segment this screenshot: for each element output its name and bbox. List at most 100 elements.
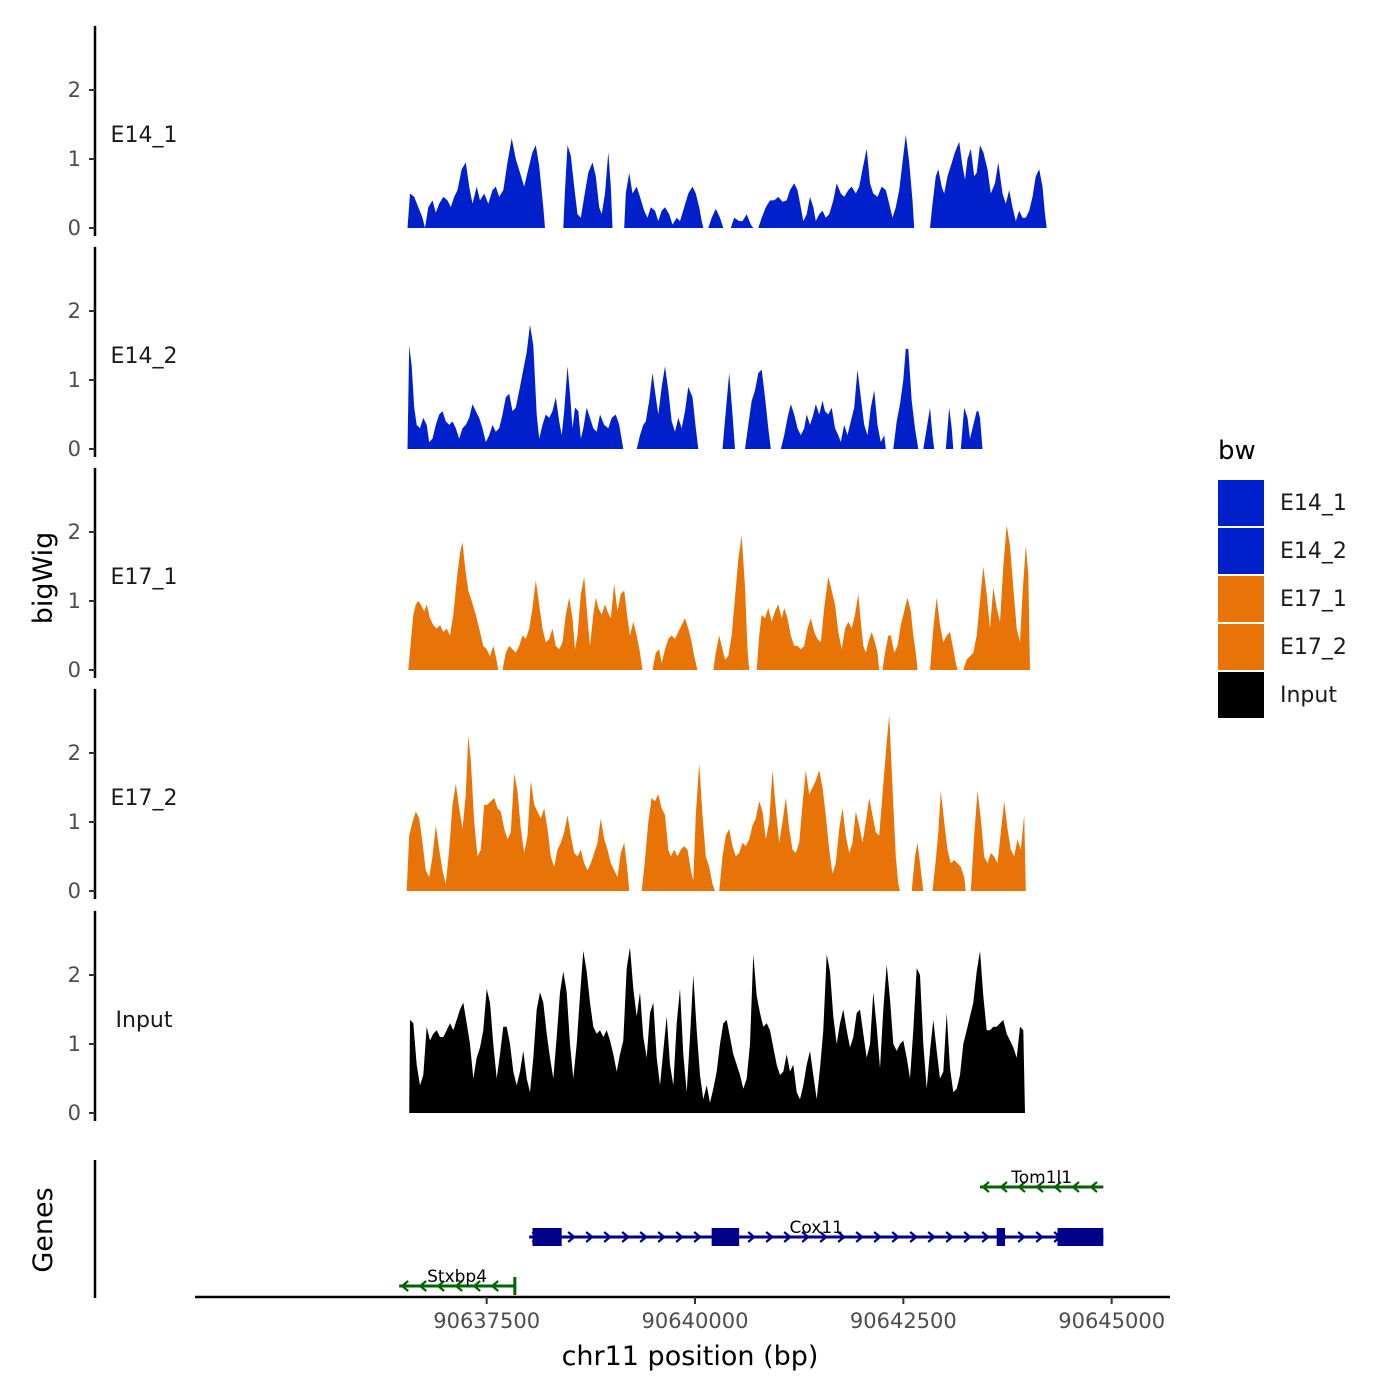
strand-chevron bbox=[585, 1231, 594, 1243]
legend-swatch bbox=[1218, 528, 1264, 574]
legend: bw E14_1 E14_2 E17_1 E17_2 Input bbox=[1218, 436, 1347, 718]
y-tick-label: 1 bbox=[68, 1032, 81, 1056]
strand-chevron bbox=[418, 1280, 427, 1292]
track-label: E17_2 bbox=[111, 786, 178, 811]
track-panel-input: 0 1 2 Input bbox=[68, 910, 1025, 1125]
track-panel-e14-1: 0 1 2 E14_1 bbox=[68, 25, 1047, 240]
strand-chevron bbox=[1017, 1181, 1026, 1193]
y-tick-label: 0 bbox=[68, 879, 81, 903]
strand-chevron bbox=[603, 1231, 612, 1243]
y-tick-label: 2 bbox=[68, 520, 81, 544]
track-label: E14_1 bbox=[111, 123, 178, 148]
strand-chevron bbox=[639, 1231, 648, 1243]
track-panel-e14-2: 0 1 2 E14_2 bbox=[68, 246, 983, 461]
strand-chevron bbox=[891, 1231, 900, 1243]
y-tick-label: 0 bbox=[68, 216, 81, 240]
gene-tom1l1: Tom1l1 bbox=[980, 1168, 1104, 1193]
y-tick-label: 1 bbox=[68, 589, 81, 613]
legend-swatch bbox=[1218, 480, 1264, 526]
strand-chevron bbox=[675, 1231, 684, 1243]
legend-label: E14_2 bbox=[1280, 539, 1347, 564]
track-panels: 0 1 2 E14_1 0 1 2 E14_2 0 1 2 E17_1 0 1 2 E17_2 0 1 2 Input bbox=[68, 25, 1047, 1125]
strand-chevron bbox=[801, 1231, 810, 1243]
exon-block bbox=[513, 1277, 517, 1295]
x-axis: 90637500 90640000 90642500 90645000 bbox=[195, 1295, 1170, 1333]
legend-item: E17_1 bbox=[1218, 576, 1347, 622]
y-axis-title: bigWig bbox=[28, 532, 59, 625]
strand-chevron bbox=[1035, 1181, 1044, 1193]
y-tick-label: 2 bbox=[68, 299, 81, 323]
y-tick-label: 1 bbox=[68, 147, 81, 171]
track-label: Input bbox=[116, 1008, 173, 1033]
strand-chevron bbox=[454, 1280, 463, 1292]
legend-title: bw bbox=[1218, 436, 1256, 466]
legend-item: E14_2 bbox=[1218, 528, 1347, 574]
strand-chevron bbox=[490, 1280, 499, 1292]
y-tick-label: 0 bbox=[68, 437, 81, 461]
coverage-area bbox=[408, 525, 1030, 670]
exon-block bbox=[711, 1228, 740, 1246]
x-axis-title: chr11 position (bp) bbox=[562, 1341, 819, 1372]
y-tick-label: 2 bbox=[68, 741, 81, 765]
strand-chevron bbox=[819, 1231, 828, 1243]
strand-chevron bbox=[657, 1231, 666, 1243]
track-panel-e17-1: 0 1 2 E17_1 bbox=[68, 467, 1030, 682]
track-panel-e17-2: 0 1 2 E17_2 bbox=[68, 688, 1026, 903]
track-label: E14_2 bbox=[111, 344, 178, 369]
exon-block bbox=[996, 1228, 1005, 1246]
legend-item: Input bbox=[1218, 672, 1337, 718]
strand-chevron bbox=[765, 1231, 774, 1243]
strand-chevron bbox=[837, 1231, 846, 1243]
legend-item: E17_2 bbox=[1218, 624, 1347, 670]
genes-axis-title: Genes bbox=[28, 1187, 59, 1272]
legend-label: Input bbox=[1280, 683, 1337, 708]
gene-label: Stxbp4 bbox=[427, 1267, 487, 1287]
strand-chevron bbox=[1071, 1181, 1080, 1193]
coverage-area bbox=[407, 324, 983, 449]
strand-chevron bbox=[747, 1231, 756, 1243]
legend-swatch bbox=[1218, 624, 1264, 670]
strand-chevron bbox=[999, 1181, 1008, 1193]
strand-chevron bbox=[963, 1231, 972, 1243]
strand-chevron bbox=[567, 1231, 576, 1243]
track-label: E17_1 bbox=[111, 565, 178, 590]
x-tick-label: 90645000 bbox=[1058, 1309, 1165, 1333]
legend-label: E17_2 bbox=[1280, 635, 1347, 660]
strand-chevron bbox=[945, 1231, 954, 1243]
y-tick-label: 1 bbox=[68, 368, 81, 392]
y-tick-label: 1 bbox=[68, 810, 81, 834]
strand-chevron bbox=[621, 1231, 630, 1243]
strand-chevron bbox=[981, 1231, 990, 1243]
strand-chevron bbox=[1089, 1181, 1098, 1193]
strand-chevron bbox=[981, 1181, 990, 1193]
strand-chevron bbox=[436, 1280, 445, 1292]
strand-chevron bbox=[1035, 1231, 1044, 1243]
legend-swatch bbox=[1218, 672, 1264, 718]
gene-stxbp4: Stxbp4 bbox=[399, 1267, 517, 1295]
gene-track: Tom1l1 Cox11 Stxbp4 bbox=[93, 1160, 1104, 1298]
coverage-area bbox=[409, 947, 1025, 1113]
y-tick-label: 2 bbox=[68, 78, 81, 102]
strand-chevron bbox=[400, 1280, 409, 1292]
strand-chevron bbox=[472, 1280, 481, 1292]
strand-chevron bbox=[783, 1231, 792, 1243]
strand-chevron bbox=[873, 1231, 882, 1243]
strand-chevron bbox=[927, 1231, 936, 1243]
legend-label: E17_1 bbox=[1280, 587, 1347, 612]
exon-block bbox=[532, 1228, 562, 1246]
legend-item: E14_1 bbox=[1218, 480, 1347, 526]
x-tick-label: 90642500 bbox=[850, 1309, 957, 1333]
x-tick-label: 90640000 bbox=[642, 1309, 749, 1333]
gene-label: Tom1l1 bbox=[1010, 1168, 1072, 1188]
y-tick-label: 0 bbox=[68, 1101, 81, 1125]
x-tick-label: 90637500 bbox=[433, 1309, 540, 1333]
strand-chevron bbox=[1017, 1231, 1026, 1243]
strand-chevron bbox=[1053, 1181, 1062, 1193]
gene-cox11: Cox11 bbox=[529, 1218, 1104, 1246]
strand-chevron bbox=[693, 1231, 702, 1243]
y-tick-label: 2 bbox=[68, 963, 81, 987]
coverage-area bbox=[406, 715, 1026, 891]
exon-block bbox=[1057, 1228, 1104, 1246]
strand-chevron bbox=[909, 1231, 918, 1243]
